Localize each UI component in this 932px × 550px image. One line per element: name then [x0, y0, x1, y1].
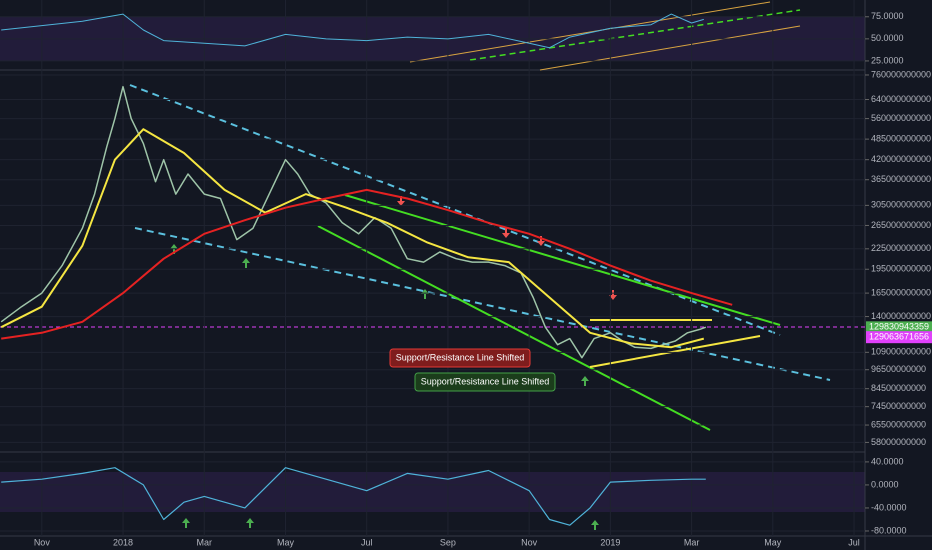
y-tick-label: 265000000000: [871, 220, 931, 230]
channel-line: [469, 9, 801, 61]
arrows-down: [397, 196, 617, 300]
y-tick-label: 140000000000: [871, 311, 931, 321]
y-tick-label: 96500000000: [871, 364, 926, 374]
annotation-box: [389, 348, 531, 368]
trend-line: [134, 227, 831, 381]
y-tick-label: 50.0000: [871, 33, 904, 43]
arrows-up: [170, 244, 599, 530]
x-tick-label: Mar: [684, 537, 700, 547]
series-line: [0, 85, 707, 359]
x-tick-label: May: [277, 537, 295, 547]
oscillator-line: [1, 467, 706, 526]
x-tick-label: Mar: [197, 537, 213, 547]
trend-line: [589, 335, 761, 368]
y-tick-label: 58000000000: [871, 437, 926, 447]
y-tick-label: 365000000000: [871, 174, 931, 184]
y-tick-label: 74500000000: [871, 401, 926, 411]
y-tick-label: 305000000000: [871, 200, 931, 210]
price-tag-label: 129063671656: [869, 332, 929, 342]
y-tick-label: 25.0000: [871, 55, 904, 65]
y-tick-label: 225000000000: [871, 243, 931, 253]
channel-line: [409, 1, 771, 63]
rsi-line: [1, 13, 704, 49]
y-tick-label: 165000000000: [871, 287, 931, 297]
y-tick-label: 760000000000: [871, 69, 931, 79]
y-tick-label: -80.0000: [871, 525, 907, 535]
x-tick-label: 2019: [600, 537, 620, 547]
y-tick-label: 0.0000: [871, 479, 899, 489]
y-tick-label: 40.0000: [871, 456, 904, 466]
y-tick-label: -40.0000: [871, 502, 907, 512]
annotation-text: Support/Resistance Line Shifted: [421, 376, 550, 386]
price-tag: [866, 331, 932, 344]
y-tick-label: 560000000000: [871, 113, 931, 123]
trend-line: [317, 225, 711, 431]
y-tick-label: 65500000000: [871, 419, 926, 429]
osc-band: [0, 472, 865, 512]
series-line: [1, 188, 733, 340]
x-tick-label: Sep: [440, 537, 456, 547]
x-tick-label: Jul: [848, 537, 860, 547]
y-tick-label: 485000000000: [871, 133, 931, 143]
x-tick-label: Nov: [521, 537, 538, 547]
series-line: [0, 128, 705, 349]
x-tick-label: Nov: [34, 537, 51, 547]
price-tag-label: 129830943359: [869, 322, 929, 332]
y-tick-label: 420000000000: [871, 154, 931, 164]
annotation-box: [414, 372, 556, 392]
x-tick-label: May: [764, 537, 782, 547]
trend-line: [344, 194, 781, 326]
y-tick-label: 75.0000: [871, 11, 904, 21]
y-tick-label: 109000000000: [871, 347, 931, 357]
channel-line: [539, 25, 801, 71]
y-tick-label: 84500000000: [871, 383, 926, 393]
y-tick-label: 195000000000: [871, 264, 931, 274]
y-tick-label: 640000000000: [871, 94, 931, 104]
x-tick-label: 2018: [113, 537, 133, 547]
price-tag: [866, 321, 932, 334]
annotation-text: Support/Resistance Line Shifted: [396, 352, 525, 362]
x-tick-label: Jul: [361, 537, 373, 547]
